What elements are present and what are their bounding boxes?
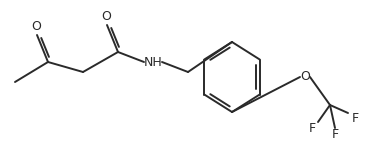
Text: NH: NH [144, 55, 162, 69]
Text: F: F [332, 128, 339, 142]
Text: O: O [31, 20, 41, 33]
Text: O: O [300, 71, 310, 84]
Text: O: O [101, 11, 111, 24]
Text: F: F [352, 111, 359, 124]
Text: F: F [309, 122, 316, 135]
